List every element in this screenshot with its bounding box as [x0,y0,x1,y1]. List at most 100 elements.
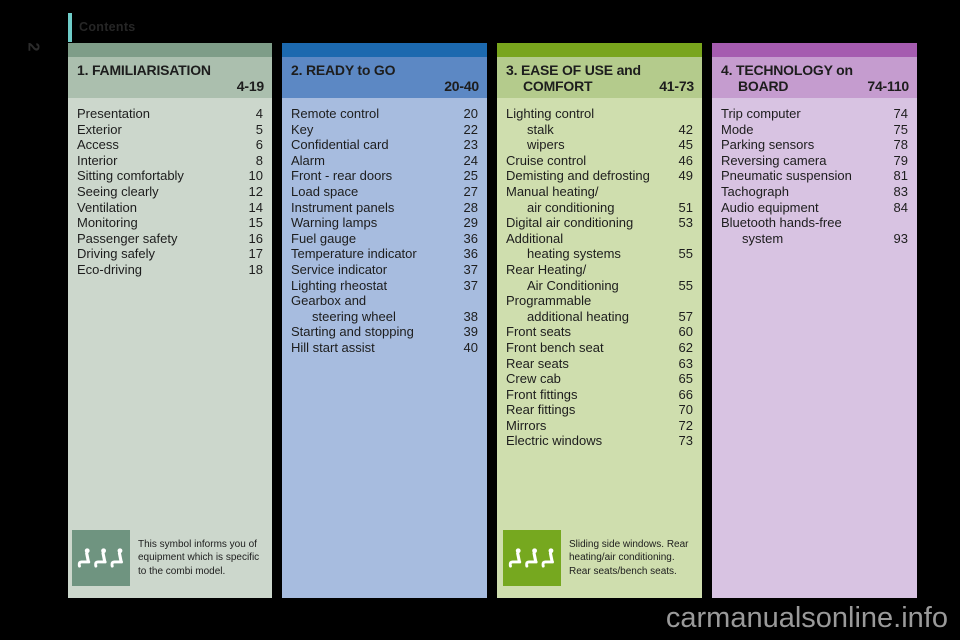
section-accent-bar [282,43,487,57]
section-title-line2 [77,78,94,94]
toc-item: Sitting comfortably 10 [77,168,263,184]
combi-note: This symbol informs you of equipment whi… [72,530,268,586]
section-page-range: 4-19 [236,78,264,94]
toc-item-page: 36 [463,230,478,246]
toc-item-page: 93 [893,230,908,246]
toc-item-page: 5 [255,121,263,137]
section-column-familiarisation: 1. FAMILIARISATION 4-19 Presentation 4 Ext… [68,43,272,598]
toc-item-page: 17 [248,246,263,262]
section-column-technology: 4. TECHNOLOGY on BOARD 74-110 Trip compu… [712,43,917,598]
toc-item-page: 37 [463,277,478,293]
toc-item-label: Fuel gauge [291,230,357,246]
toc-item-label: Mode [721,121,754,137]
section-page-range: 41-73 [659,78,694,94]
toc-item-page: 46 [678,152,693,168]
toc-item-label: Bluetooth hands-free [721,215,842,231]
toc-item: Fuel gauge 36 [291,231,478,247]
section-accent-bar [712,43,917,57]
toc-item-page: 4 [255,106,263,121]
page-number: 2 [24,42,42,52]
combi-note: Sliding side windows. Rear heating/air c… [501,530,698,586]
toc-item: heating systems 55 [506,246,693,262]
toc-item-page: 12 [248,183,263,199]
toc-item-page: 57 [678,308,693,324]
toc-item: Pneumatic suspension 81 [721,168,908,184]
section-page-range: 74-110 [867,78,909,94]
toc-item-label: Rear fittings [506,402,576,418]
toc-item-page: 55 [678,277,693,293]
toc-item-page [689,106,693,122]
toc-item-label: Crew cab [506,371,561,387]
section-accent-bar [68,43,272,57]
toc-item-label: Demisting and defrosting [506,168,650,184]
toc-item-label: system [742,230,784,246]
toc-item-page [474,293,478,309]
toc-item-label: Service indicator [291,261,388,277]
toc-item-page [904,215,908,231]
toc-item: Additional [506,231,693,247]
section-body: Lighting control stalk 42 wipers 45 Cruise co… [497,98,702,598]
toc-item-label: wipers [527,137,565,153]
toc-item: Audio equipment 84 [721,200,908,216]
toc-item-page: 62 [678,339,693,355]
toc-item-page [689,293,693,309]
toc-item: Rear seats 63 [506,356,693,372]
toc-item-label: Additional [506,230,564,246]
toc-item: Rear Heating/ [506,262,693,278]
toc-item: Mirrors 72 [506,418,693,434]
combi-note-text: Sliding side windows. Rear heating/air c… [569,538,689,577]
toc-item-page: 25 [463,168,478,184]
toc-item: Manual heating/ [506,184,693,200]
toc-item: air conditioning 51 [506,200,693,216]
toc-item: Air Conditioning 55 [506,278,693,294]
toc-item-label: Front seats [506,324,572,340]
toc-item-label: Confidential card [291,137,389,153]
toc-item: Lighting control [506,106,693,122]
toc-item-label: Front bench seat [506,339,604,355]
toc-item: Electric windows 73 [506,433,693,449]
section-body: Trip computer 74 Mode 75 Parking sensors 78 Re… [712,98,917,598]
toc-item: Exterior 5 [77,122,263,138]
toc-item-page: 84 [893,199,908,215]
toc-item-page: 73 [678,433,693,449]
toc-item-page: 49 [678,168,693,184]
toc-item-label: Key [291,121,314,137]
toc-item-label: Starting and stopping [291,324,414,340]
toc-item: Reversing camera 79 [721,153,908,169]
toc-item-label: Driving safely [77,246,156,262]
toc-item-label: additional heating [527,308,629,324]
toc-item-page: 39 [463,324,478,340]
toc-item-page: 60 [678,324,693,340]
toc-item-page: 24 [463,152,478,168]
toc-item-label: Lighting rheostat [291,277,388,293]
toc-item: Gearbox and [291,293,478,309]
toc-item-label: Ventilation [77,199,137,215]
toc-item-label: Rear Heating/ [506,261,587,277]
section-body: Presentation 4 Exterior 5 Access 6 Interior 8 Si… [68,98,272,598]
toc-item: Presentation 4 [77,106,263,122]
toc-item-label: Cruise control [506,152,587,168]
toc-item-page: 65 [678,371,693,387]
toc-item-page: 83 [893,183,908,199]
toc-item: Demisting and defrosting 49 [506,168,693,184]
toc-item-page: 63 [678,355,693,371]
toc-item: steering wheel 38 [291,309,478,325]
toc-columns: 1. FAMILIARISATION 4-19 Presentation 4 Ext… [68,43,917,598]
section-title: 3. EASE OF USE and [506,62,641,78]
toc-item: Tachograph 83 [721,184,908,200]
toc-item: Temperature indicator 36 [291,246,478,262]
toc-item-page: 6 [255,137,263,153]
toc-item: Access 6 [77,137,263,153]
section-title: 1. FAMILIARISATION [77,62,211,78]
toc-item: Passenger safety 16 [77,231,263,247]
toc-item-label: Access [77,137,119,153]
toc-item: Driving safely 17 [77,246,263,262]
section-column-ease-of-use: 3. EASE OF USE and COMFORT 41-73 Lightin… [497,43,702,598]
toc-item-label: Pneumatic suspension [721,168,852,184]
toc-item: Programmable [506,293,693,309]
toc-item-label: Eco-driving [77,261,143,277]
toc-item-page: 74 [893,106,908,121]
combi-seats-icon [503,530,561,586]
toc-item: Ventilation 14 [77,200,263,216]
toc-item: Bluetooth hands-free [721,215,908,231]
